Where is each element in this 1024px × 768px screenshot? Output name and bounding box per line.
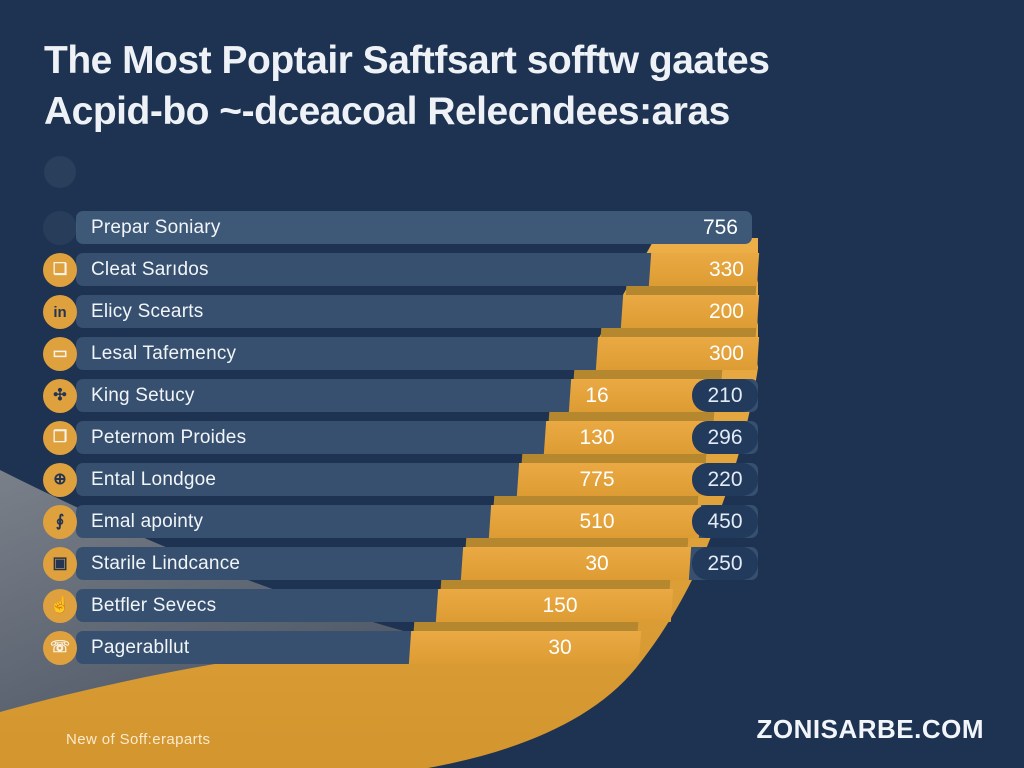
blank-icon [43, 211, 77, 245]
in-badge-icon: in [43, 295, 77, 329]
title-line-2: Acpid-bo ~-dceacoal Relecndees:aras [44, 89, 730, 133]
footer-caption: New of Soff:eraparts [66, 731, 211, 748]
bar-step-connector [625, 285, 757, 295]
bar-step-connector [548, 411, 715, 421]
right-value-pill: 210 [692, 379, 758, 412]
bar-step-connector [413, 621, 639, 631]
document-icon: ❏ [43, 253, 77, 287]
row-label: Elicy Scearts [91, 300, 204, 322]
bar-inner-value: 150 [542, 593, 578, 617]
bar-right-value: 756 [702, 215, 738, 239]
row-label: Lesal Tafemency [91, 342, 237, 364]
bar-step-connector [573, 369, 723, 379]
thumb-icon: ☝ [43, 589, 77, 623]
bar-step-connector [600, 327, 757, 337]
row-label: Betfler Sevecs [91, 594, 217, 616]
phone-icon-glyph: ☏ [49, 639, 70, 656]
row-bar [76, 589, 445, 622]
row-bar [76, 253, 758, 286]
right-value-pill: 296 [692, 421, 758, 454]
news-icon: ❐ [43, 421, 77, 455]
footer-website: ZONISARBE.COM [756, 714, 984, 744]
right-value-pill: 250 [692, 547, 758, 580]
row-bar [76, 631, 418, 664]
row-label: Emal apointy [91, 510, 204, 532]
database-icon: ▣ [43, 547, 77, 581]
bar-step-connector [440, 579, 671, 589]
row-label: Starile Lindcance [91, 552, 241, 574]
microphone-icon: ∮ [43, 505, 77, 539]
in-badge-icon-glyph: in [53, 303, 67, 321]
bar-step-connector [465, 537, 689, 547]
bar-inner-value: 16 [585, 383, 609, 407]
row-label: Pagerabllut [91, 636, 190, 658]
monitor-icon-glyph: ▭ [52, 345, 68, 362]
row-label: Peternom Proides [91, 426, 247, 448]
bar-right-value: 330 [708, 257, 744, 281]
bar-step-connector [521, 453, 707, 463]
row-bar [76, 211, 752, 244]
decorative-faded-circle [44, 156, 76, 188]
bar-right-value: 200 [708, 299, 744, 323]
right-value-pill: 450 [692, 505, 758, 538]
bar-inner-value: 775 [579, 467, 615, 491]
bar-inner-value: 30 [585, 551, 609, 575]
microphone-icon-glyph: ∮ [55, 513, 65, 530]
bar-inner-value: 30 [548, 635, 572, 659]
row-label: Prepar Soniary [91, 216, 221, 238]
bar-inner-value: 130 [579, 425, 615, 449]
row-label: Cleat Sarıdos [91, 258, 209, 280]
database-icon-glyph: ▣ [52, 555, 68, 572]
row-label: Ental Londgoe [91, 468, 217, 490]
phone-icon: ☏ [43, 631, 77, 665]
bar-right-value: 300 [708, 341, 744, 365]
document-icon-glyph: ❏ [52, 261, 68, 278]
letters-icon-glyph: ✣ [53, 387, 67, 404]
thumb-icon-glyph: ☝ [50, 597, 70, 614]
news-icon-glyph: ❐ [52, 429, 68, 446]
globe-icon-glyph: ⊕ [53, 471, 67, 488]
monitor-icon: ▭ [43, 337, 77, 371]
page-title: The Most Poptair Saftfsart sofftw gaates… [44, 36, 964, 137]
letters-icon: ✣ [43, 379, 77, 413]
bar-inner-value: 510 [579, 509, 615, 533]
title-line-1: The Most Poptair Saftfsart sofftw gaates [44, 39, 770, 82]
bar-step-connector [493, 495, 699, 505]
globe-icon: ⊕ [43, 463, 77, 497]
row-label: King Setucy [91, 384, 195, 406]
right-value-pill: 220 [692, 463, 758, 496]
